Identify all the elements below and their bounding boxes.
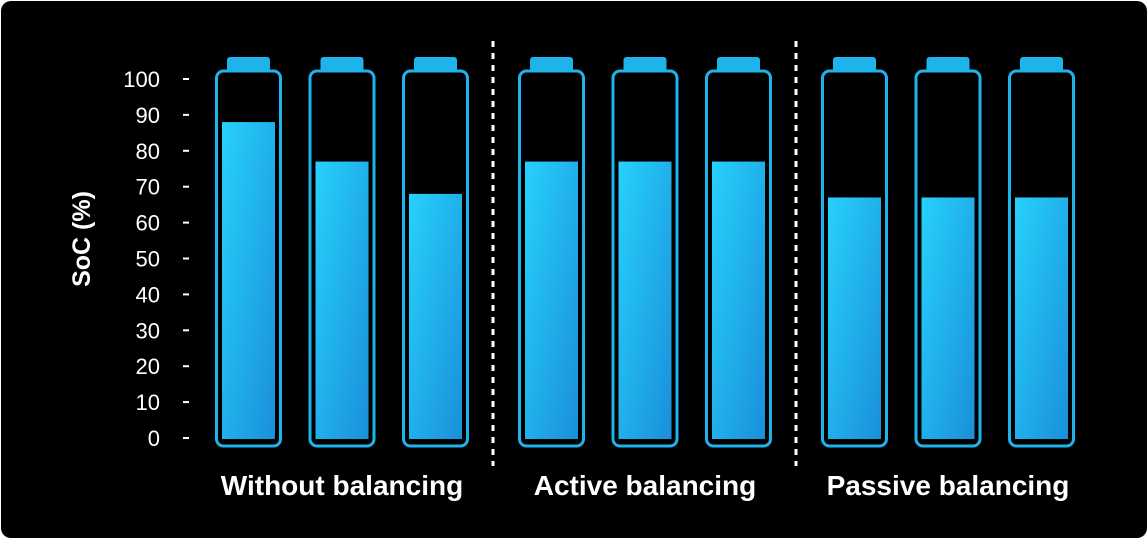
y-tick-label: 100 xyxy=(123,67,160,92)
battery-bar xyxy=(914,57,982,448)
y-tick-label: 0 xyxy=(148,426,160,451)
battery-fill xyxy=(921,197,975,439)
y-tick-label: 70 xyxy=(136,175,160,200)
battery-cap xyxy=(227,57,270,73)
battery-bar xyxy=(821,57,888,448)
battery-cap xyxy=(530,57,573,73)
group-labels: Without balancing Active balancing Passive… xyxy=(221,470,1070,501)
battery-fill xyxy=(525,161,578,439)
battery-bar xyxy=(518,57,585,448)
battery-bars xyxy=(215,57,1075,448)
y-tick-label: 60 xyxy=(136,211,160,236)
battery-bar xyxy=(611,57,679,448)
battery-bar xyxy=(705,57,772,448)
battery-fill xyxy=(222,122,275,439)
battery-bar xyxy=(215,57,282,448)
y-axis: 0 10 20 30 40 50 60 70 80 90 100 xyxy=(123,67,189,451)
battery-cap xyxy=(717,57,760,73)
y-tick-label: 20 xyxy=(136,354,160,379)
battery-fill xyxy=(315,161,369,439)
y-axis-title: SoC (%) xyxy=(68,191,96,287)
battery-fill xyxy=(828,197,881,439)
battery-cap xyxy=(320,57,364,73)
y-tick-label: 80 xyxy=(136,139,160,164)
battery-fill xyxy=(1015,197,1068,439)
battery-fill xyxy=(618,161,672,439)
battery-bar xyxy=(308,57,376,448)
y-tick-label: 90 xyxy=(136,103,160,128)
battery-cap xyxy=(623,57,667,73)
y-tick-label: 50 xyxy=(136,247,160,272)
y-tick-label: 30 xyxy=(136,318,160,343)
battery-cap xyxy=(833,57,876,73)
battery-cap xyxy=(414,57,457,73)
group-label: Passive balancing xyxy=(827,470,1070,501)
y-tick-label: 40 xyxy=(136,282,160,307)
battery-fill xyxy=(409,193,462,439)
group-label: Without balancing xyxy=(221,470,463,501)
group-label: Active balancing xyxy=(534,470,757,501)
battery-fill xyxy=(712,161,765,439)
battery-bar xyxy=(402,57,469,448)
battery-bar xyxy=(1008,57,1075,448)
battery-cap xyxy=(926,57,970,73)
battery-cap xyxy=(1020,57,1063,73)
y-tick-label: 10 xyxy=(136,390,160,415)
